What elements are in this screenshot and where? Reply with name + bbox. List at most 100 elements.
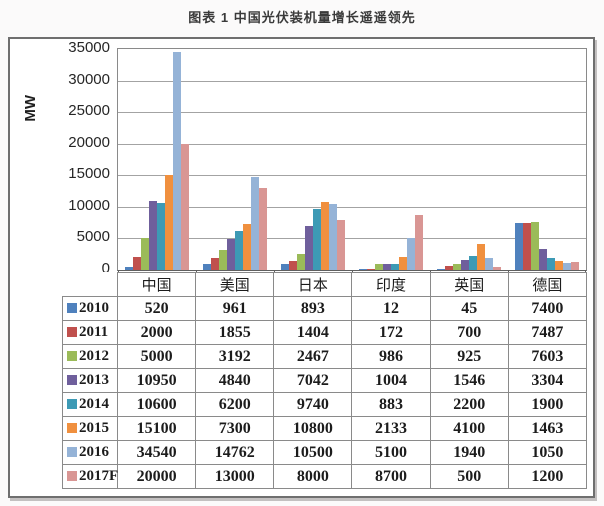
figure-caption: 图表 1 中国光伏装机量增长遥遥领先 <box>188 10 416 25</box>
legend-cell: 2012 <box>62 344 118 369</box>
legend-swatch <box>67 471 77 481</box>
legend-swatch <box>67 375 77 385</box>
y-tick-label: 30000 <box>68 70 110 88</box>
value-cell: 700 <box>429 320 509 345</box>
legend-swatch <box>67 423 77 433</box>
bar <box>485 257 493 270</box>
category-header: 日本 <box>273 272 353 297</box>
value-cell: 5000 <box>116 344 197 369</box>
value-cell: 34540 <box>116 440 197 465</box>
value-cell: 9740 <box>273 392 353 417</box>
legend-cell: 2014 <box>62 392 118 417</box>
value-cell: 10600 <box>116 392 197 417</box>
table-row: 2016 34540 14762 10500 5100 1940 1050 <box>62 440 587 465</box>
legend-cell: 2011 <box>62 320 118 345</box>
value-cell: 7603 <box>507 344 587 369</box>
bar <box>367 268 375 270</box>
bar <box>391 264 399 270</box>
value-cell: 45 <box>429 296 509 321</box>
bar-groups <box>118 49 586 270</box>
value-cell: 4840 <box>195 368 275 393</box>
series-name: 2014 <box>79 396 109 412</box>
bar <box>571 262 579 270</box>
value-cell: 7487 <box>507 320 587 345</box>
legend-cell: 2010 <box>62 296 118 321</box>
value-cell: 500 <box>429 464 509 489</box>
gridline <box>118 206 586 208</box>
table-row: 2015 15100 7300 10800 2133 4100 1463 <box>62 416 587 441</box>
table-row: 2012 5000 3192 2467 986 925 7603 <box>62 344 587 369</box>
value-cell: 10800 <box>273 416 353 441</box>
bar <box>375 263 383 270</box>
value-cell: 20000 <box>116 464 197 489</box>
category-header: 德国 <box>507 272 587 297</box>
table-row: 2014 10600 6200 9740 883 2200 1900 <box>62 392 587 417</box>
bar <box>407 237 415 270</box>
bar-group-2 <box>196 49 274 270</box>
y-tick-label: 20000 <box>68 133 110 151</box>
bar-group-6 <box>508 49 586 270</box>
value-cell: 3192 <box>195 344 275 369</box>
bar <box>399 256 407 270</box>
table-row: 2013 10950 4840 7042 1004 1546 3304 <box>62 368 587 393</box>
legend-cell: 2013 <box>62 368 118 393</box>
gridline <box>118 175 586 177</box>
y-tick-label: 10000 <box>68 196 110 214</box>
bar <box>555 260 563 270</box>
value-cell: 7042 <box>273 368 353 393</box>
gridline <box>118 143 586 145</box>
bar <box>181 143 189 270</box>
bar <box>477 244 485 270</box>
gridline <box>118 80 586 82</box>
bar <box>493 266 501 270</box>
table-row: 2011 2000 1855 1404 172 700 7487 <box>62 320 587 345</box>
bar <box>203 263 211 270</box>
table-row: 2010 520 961 893 12 45 7400 <box>62 296 587 321</box>
plot-area <box>117 48 587 274</box>
bar-group-3 <box>274 49 352 270</box>
y-tick-label: 0 <box>101 260 110 277</box>
legend-cell: 2016 <box>62 440 118 465</box>
value-cell: 5100 <box>351 440 431 465</box>
bar <box>133 257 141 270</box>
value-cell: 2000 <box>116 320 197 345</box>
value-cell: 2467 <box>273 344 353 369</box>
bar <box>445 265 453 270</box>
series-name: 2015 <box>79 420 109 436</box>
bar <box>235 230 243 270</box>
category-header: 美国 <box>195 272 275 297</box>
series-name: 2011 <box>79 324 109 340</box>
value-cell: 893 <box>273 296 353 321</box>
bar <box>305 225 313 270</box>
value-cell: 10950 <box>116 368 197 393</box>
value-cell: 1200 <box>507 464 587 489</box>
bar <box>313 208 321 270</box>
bar <box>437 269 445 270</box>
value-cell: 12 <box>351 296 431 321</box>
bar <box>149 200 157 270</box>
bar <box>141 238 149 270</box>
legend-cell: 2015 <box>62 416 118 441</box>
table-row: 2017F 20000 13000 8000 8700 500 1200 <box>62 464 587 489</box>
bar <box>563 263 571 270</box>
bar <box>157 203 165 270</box>
table-corner-cell <box>63 273 118 297</box>
category-header: 英国 <box>429 272 509 297</box>
value-cell: 15100 <box>116 416 197 441</box>
bar <box>337 219 345 270</box>
value-cell: 172 <box>351 320 431 345</box>
bar <box>329 203 337 270</box>
bar <box>523 222 531 270</box>
bar <box>321 201 329 270</box>
value-cell: 8700 <box>351 464 431 489</box>
y-tick-label: 5000 <box>76 228 110 246</box>
category-header: 中国 <box>116 272 197 297</box>
value-cell: 7300 <box>195 416 275 441</box>
y-tick-label: 35000 <box>68 39 110 56</box>
bar <box>531 222 539 270</box>
value-cell: 4100 <box>429 416 509 441</box>
bar <box>383 263 391 270</box>
series-name: 2012 <box>79 348 109 364</box>
series-name: 2016 <box>79 444 109 460</box>
bar <box>219 249 227 270</box>
